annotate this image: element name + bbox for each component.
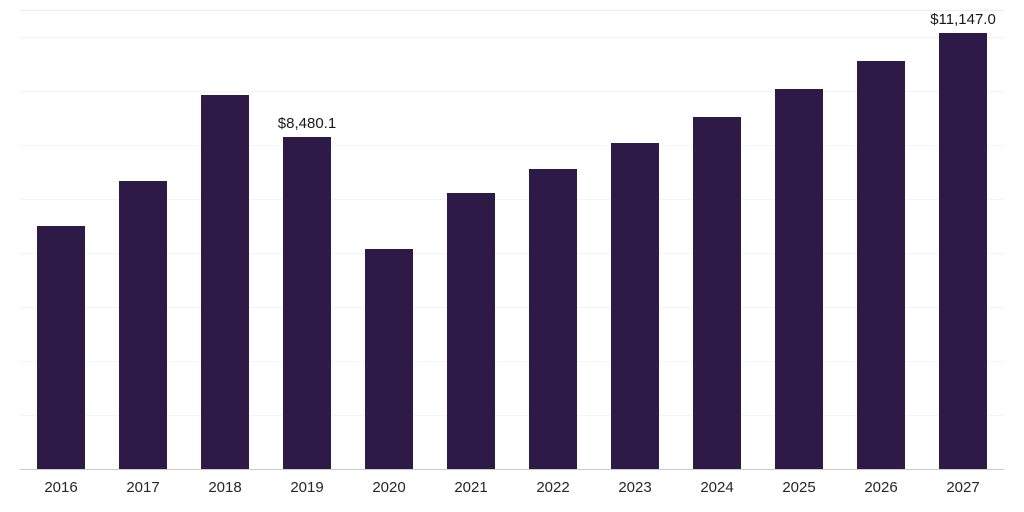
x-tick-2016: 2016 — [44, 479, 78, 496]
bar-2020 — [365, 249, 413, 469]
x-tick-2027: 2027 — [946, 479, 980, 496]
bar-2026 — [857, 61, 905, 469]
data-label-2027: $11,147.0 — [930, 11, 996, 28]
bar-2019 — [283, 136, 331, 469]
x-axis: 2016 2017 2018 2019 2020 2021 2022 2023 2024 2025… — [20, 470, 1004, 496]
x-tick-2018: 2018 — [208, 479, 242, 496]
bar-column-2019: $8,480.1 — [266, 11, 348, 469]
bar-column-2022 — [512, 11, 594, 469]
bar-column-2023 — [594, 11, 676, 469]
bar-2021 — [447, 193, 495, 469]
bar-column-2025 — [758, 11, 840, 469]
bar-2018 — [201, 94, 249, 469]
bar-2027 — [939, 33, 987, 469]
bar-column-2020 — [348, 11, 430, 469]
bar-column-2017 — [102, 11, 184, 469]
x-tick-2026: 2026 — [864, 479, 898, 496]
bar-column-2016 — [20, 11, 102, 469]
bar-2017 — [119, 181, 167, 469]
bar-column-2021 — [430, 11, 512, 469]
bar-2022 — [529, 168, 577, 469]
x-tick-2019: 2019 — [290, 479, 324, 496]
x-tick-2023: 2023 — [618, 479, 652, 496]
bar-column-2026 — [840, 11, 922, 469]
bar-column-2024 — [676, 11, 758, 469]
x-tick-2017: 2017 — [126, 479, 160, 496]
data-label-2019: $8,480.1 — [277, 114, 337, 132]
x-tick-2021: 2021 — [454, 479, 488, 496]
x-tick-2024: 2024 — [700, 479, 734, 496]
x-tick-2020: 2020 — [372, 479, 406, 496]
bar-2023 — [611, 143, 659, 469]
bar-2016 — [37, 226, 85, 469]
plot-area: $8,480.1 $11,147.0 — [20, 10, 1004, 470]
x-tick-2025: 2025 — [782, 479, 816, 496]
x-tick-2022: 2022 — [536, 479, 570, 496]
bar-column-2027: $11,147.0 — [922, 11, 1004, 469]
bar-2025 — [775, 88, 823, 469]
bar-2024 — [693, 117, 741, 469]
bar-column-2018 — [184, 11, 266, 469]
